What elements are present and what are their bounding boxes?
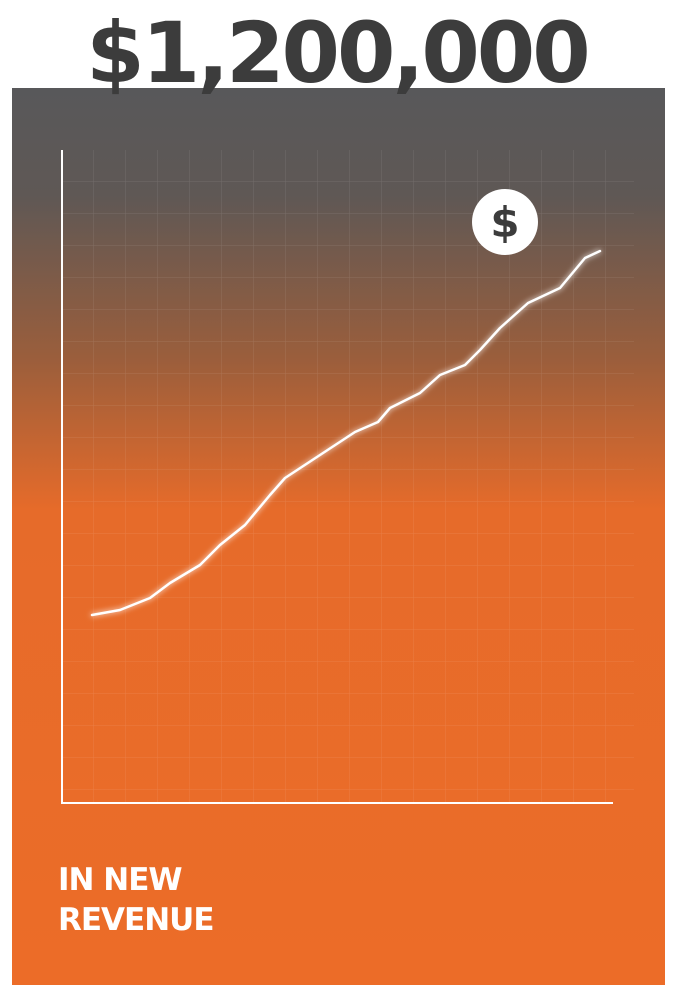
caption-line: IN NEW <box>58 862 182 898</box>
icon: $ <box>490 198 519 247</box>
caption-line: REVENUE <box>58 902 214 938</box>
headline: $1,200,000 <box>86 4 587 102</box>
icon-circle <box>472 189 538 255</box>
trend-line <box>90 249 602 617</box>
grid <box>62 150 634 802</box>
